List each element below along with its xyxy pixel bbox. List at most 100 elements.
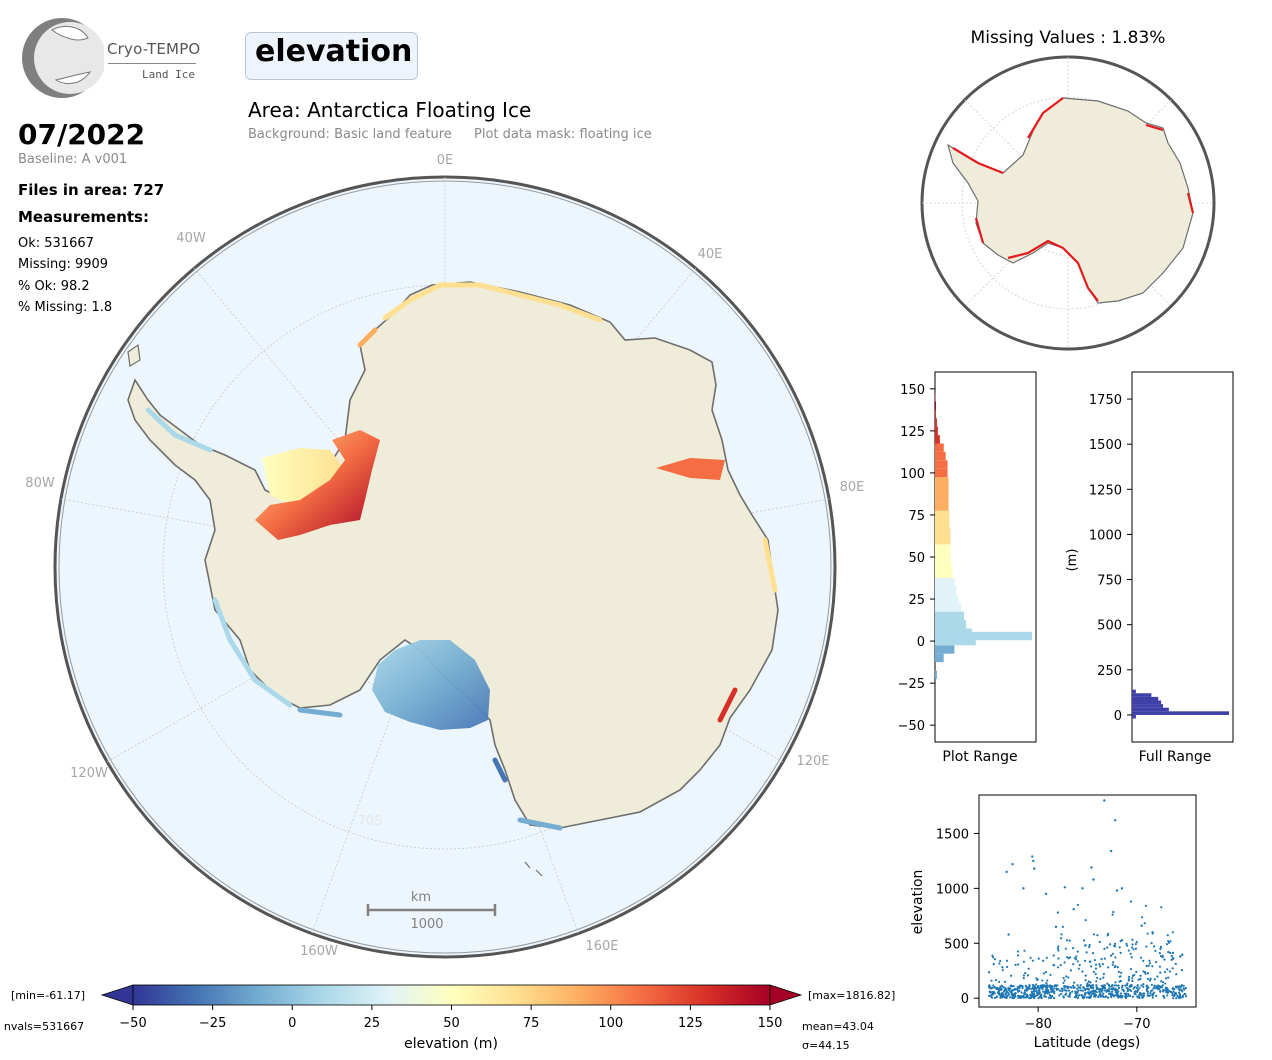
scatter-point <box>1049 973 1052 976</box>
full-hist-tick-label: 1250 <box>1089 483 1122 498</box>
scatter-point <box>1083 939 1086 942</box>
scatter-point <box>1090 965 1093 968</box>
scatter-point <box>1164 977 1168 980</box>
plot-hist-bar <box>935 510 950 520</box>
colorbar-sigma: σ=44.15 <box>802 1039 850 1052</box>
scatter-point <box>1067 995 1070 998</box>
scatter-point <box>1091 983 1095 987</box>
scatter-point <box>1101 984 1105 988</box>
scatter-point <box>1012 996 1016 1000</box>
scatter-point <box>1050 990 1053 994</box>
ok-count: Ok: 531667 <box>18 236 94 251</box>
scatter-point <box>1069 992 1072 995</box>
scatter-point <box>1032 992 1036 995</box>
lon-label-80e: 80E <box>840 480 865 495</box>
scale-value: 1000 <box>410 917 443 932</box>
scatter-point <box>1140 916 1144 919</box>
scatter-point <box>1147 964 1150 967</box>
scatter-point <box>1169 940 1172 943</box>
scatter-point <box>1094 989 1097 992</box>
measurements-heading: Measurements: <box>18 208 149 226</box>
scatter-point <box>1122 989 1125 993</box>
scatter-point <box>1145 945 1148 948</box>
scatter-point <box>1072 984 1075 987</box>
scatter-point <box>1052 963 1055 967</box>
scatter-point <box>1182 984 1185 987</box>
scatter-point <box>1135 970 1138 974</box>
scatter-point <box>1119 992 1123 995</box>
scatter-point <box>1081 887 1084 890</box>
scatter-point <box>1180 969 1184 972</box>
plot-hist-bar <box>935 451 946 461</box>
scatter-point <box>1142 994 1146 997</box>
plot-hist-bar <box>935 578 955 587</box>
colorbar-tick-label: 0 <box>288 1016 296 1031</box>
scatter-point <box>1148 959 1151 962</box>
scatter-point <box>1113 994 1116 997</box>
scatter-point <box>1003 980 1007 983</box>
scatter-point <box>1068 939 1071 942</box>
plot-hist-bar <box>935 477 949 486</box>
plot-hist-bar <box>935 552 951 562</box>
scatter-point <box>1133 990 1136 994</box>
scatter-point <box>1070 986 1073 989</box>
scatter-ytick-label: 0 <box>961 992 969 1007</box>
scatter-point <box>1152 991 1156 994</box>
full-hist-tick-label: 1500 <box>1089 438 1122 453</box>
plot-hist-bar <box>935 628 972 637</box>
scatter-point <box>1131 977 1134 980</box>
amery-ice-shelf <box>656 458 725 480</box>
scatter-point <box>1155 961 1158 964</box>
scatter-point <box>1166 994 1169 997</box>
scatter-point <box>1011 863 1014 866</box>
scatter-point <box>1001 992 1004 996</box>
scatter-point <box>1151 965 1154 968</box>
scatter-point <box>1134 942 1137 946</box>
colorbar-min-arrow <box>100 984 134 1006</box>
scatter-point <box>1041 979 1044 982</box>
scatter-point <box>1153 986 1156 989</box>
scatter-point <box>1084 979 1087 982</box>
scatter-point <box>1143 992 1146 995</box>
scatter-xtick-label: −80 <box>1024 1017 1051 1032</box>
scatter-point <box>1079 989 1083 992</box>
scatter-point <box>1152 945 1156 948</box>
scatter-point <box>1009 984 1012 987</box>
scatter-ytick-label: 500 <box>944 937 969 952</box>
plot-hist-bar <box>935 535 951 545</box>
full-range-label: Full Range <box>1139 749 1212 765</box>
scatter-point <box>1146 972 1150 975</box>
scatter-point <box>1112 986 1115 990</box>
scatter-point <box>1114 981 1117 984</box>
scatter-point <box>1054 984 1058 988</box>
antarctica-land <box>127 281 779 829</box>
scatter-point <box>1110 995 1113 999</box>
plot-hist-tick-label: 150 <box>900 383 925 398</box>
scatter-point <box>1131 938 1134 941</box>
scatter-point <box>1046 979 1049 982</box>
scatter-point <box>1046 992 1049 995</box>
scatter-point <box>1025 988 1028 991</box>
scatter-point <box>1064 992 1068 995</box>
scatter-point <box>1163 958 1166 961</box>
plot-hist-bar <box>935 527 951 536</box>
scatter-point <box>1114 991 1118 994</box>
colorbar-tick-label: −50 <box>119 1016 146 1031</box>
scatter-point <box>1095 986 1098 989</box>
scatter-point <box>1095 984 1098 987</box>
scatter-point <box>1029 956 1032 959</box>
scatter-point <box>1052 997 1056 1000</box>
scatter-point <box>1129 967 1133 971</box>
scatter-point <box>1048 984 1052 987</box>
plot-hist-tick-label: 25 <box>908 593 925 608</box>
scatter-point <box>1073 986 1076 989</box>
scatter-point <box>1159 990 1162 993</box>
scatter-point <box>1149 977 1152 980</box>
scatter-point <box>1178 993 1181 996</box>
scatter-point <box>1027 967 1030 970</box>
scatter-point <box>1142 959 1145 962</box>
scatter-point <box>1012 988 1015 992</box>
scatter-point <box>1082 986 1085 989</box>
scatter-point <box>1034 983 1038 986</box>
scatter-point <box>1069 969 1073 972</box>
